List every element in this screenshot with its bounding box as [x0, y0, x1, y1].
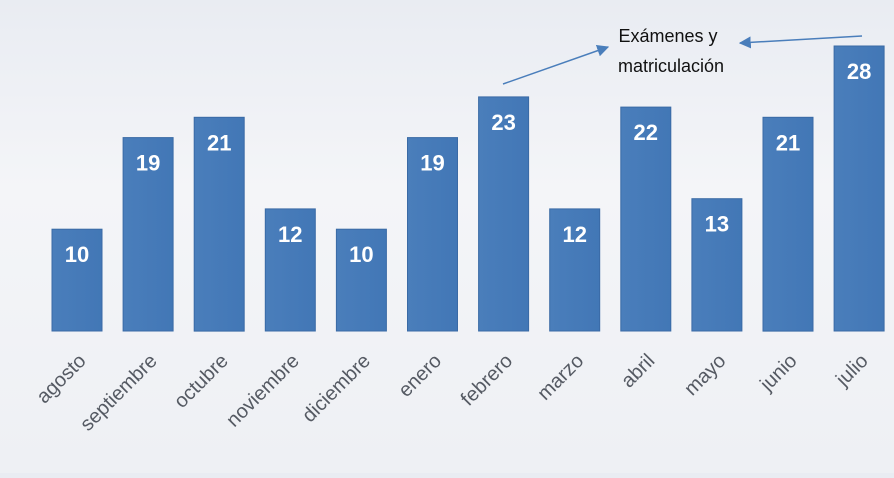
- data-label-octubre: 21: [207, 130, 231, 155]
- data-label-febrero: 23: [491, 110, 515, 135]
- bar-diciembre: [335, 228, 387, 332]
- data-label-noviembre: 12: [278, 222, 302, 247]
- bar-marzo: [549, 208, 601, 332]
- x-tick-label-marzo: marzo: [533, 350, 588, 405]
- x-tick-label-abril: abril: [617, 350, 659, 392]
- x-tick-label-febrero: febrero: [457, 350, 517, 410]
- data-label-abril: 22: [634, 120, 658, 145]
- bar-mayo: [691, 198, 743, 332]
- bar-julio: [833, 45, 885, 332]
- annotation-line-2: matriculación: [618, 56, 724, 76]
- data-label-julio: 28: [847, 59, 871, 84]
- annotation-line-1: Exámenes y: [618, 26, 717, 46]
- bar-noviembre: [264, 208, 316, 332]
- x-tick-label-junio: junio: [755, 350, 801, 396]
- data-label-septiembre: 19: [136, 151, 160, 176]
- data-label-junio: 21: [776, 130, 800, 155]
- x-tick-label-julio: julio: [831, 350, 872, 391]
- bar-octubre: [193, 116, 245, 332]
- bar-agosto: [51, 228, 103, 332]
- data-label-agosto: 10: [65, 242, 89, 267]
- data-label-enero: 19: [420, 151, 444, 176]
- bar-septiembre: [122, 137, 174, 332]
- data-label-marzo: 12: [562, 222, 586, 247]
- bars-group: [51, 45, 885, 332]
- x-tick-label-diciembre: diciembre: [298, 350, 375, 427]
- data-label-diciembre: 10: [349, 242, 373, 267]
- annotation-arrow-left: [502, 44, 610, 85]
- bar-abril: [620, 106, 672, 332]
- data-labels-group: 10 19 21 12 10 19 23 12 22 13 21 28: [65, 59, 872, 267]
- x-tick-label-mayo: mayo: [680, 350, 730, 400]
- x-tick-label-septiembre: septiembre: [76, 350, 162, 436]
- bar-enero: [407, 137, 458, 332]
- x-tick-label-agosto: agosto: [33, 350, 91, 408]
- x-tick-label-enero: enero: [394, 350, 446, 402]
- bar-junio: [762, 116, 814, 332]
- x-tick-label-octubre: octubre: [170, 350, 233, 413]
- data-label-mayo: 13: [705, 212, 729, 237]
- x-tick-label-noviembre: noviembre: [222, 350, 304, 432]
- bar-febrero: [478, 96, 530, 332]
- annotation-arrow-right: [738, 35, 863, 49]
- annotation-group: Exámenes y matriculación: [502, 26, 863, 85]
